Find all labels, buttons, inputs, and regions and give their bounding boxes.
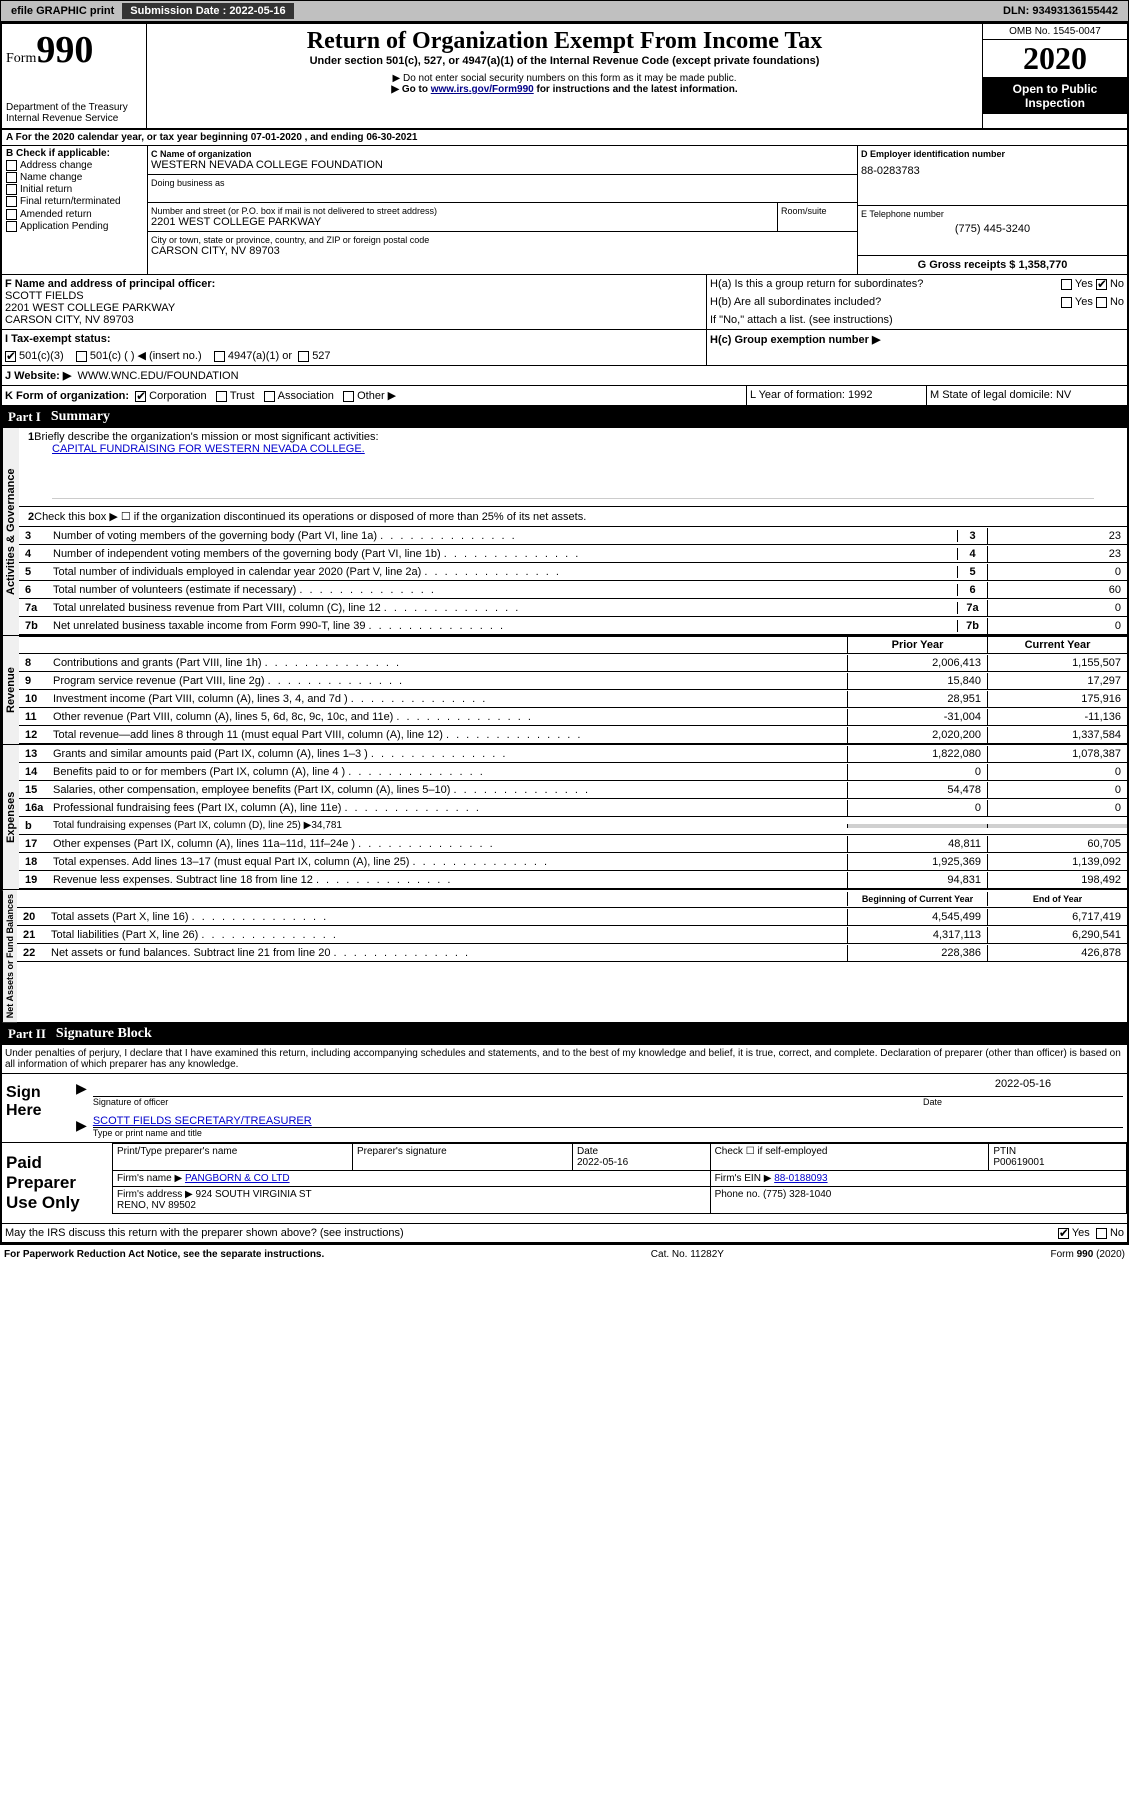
officer-h-block: F Name and address of principal officer:… bbox=[2, 275, 1127, 330]
line-18: 18 Total expenses. Add lines 13–17 (must… bbox=[19, 853, 1127, 871]
ptin-value: P00619001 bbox=[993, 1157, 1044, 1168]
line-12: 12 Total revenue—add lines 8 through 11 … bbox=[19, 726, 1127, 744]
dept-label: Department of the Treasury Internal Reve… bbox=[6, 102, 142, 124]
org-info: C Name of organization WESTERN NEVADA CO… bbox=[147, 146, 857, 274]
line-15: 15 Salaries, other compensation, employe… bbox=[19, 781, 1127, 799]
header-right: OMB No. 1545-0047 2020 Open to Public In… bbox=[982, 24, 1127, 128]
arrow-icon: ▶ bbox=[76, 1078, 87, 1107]
form-note1: ▶ Do not enter social security numbers o… bbox=[151, 73, 978, 84]
check-final[interactable]: Final return/terminated bbox=[6, 196, 143, 207]
line-14: 14 Benefits paid to or for members (Part… bbox=[19, 763, 1127, 781]
ein-value: 88-0283783 bbox=[861, 165, 1124, 177]
h-questions: H(a) Is this a group return for subordin… bbox=[707, 275, 1127, 329]
phone-value: (775) 445-3240 bbox=[861, 223, 1124, 235]
header-center: Return of Organization Exempt From Incom… bbox=[147, 24, 982, 128]
efile-label[interactable]: efile GRAPHIC print bbox=[3, 3, 122, 19]
officer-info: SCOTT FIELDS 2201 WEST COLLEGE PARKWAY C… bbox=[5, 290, 703, 326]
expenses-section: Expenses 13 Grants and similar amounts p… bbox=[2, 745, 1127, 890]
top-bar: efile GRAPHIC print Submission Date : 20… bbox=[0, 0, 1129, 22]
part-1-header: Part I Summary bbox=[2, 406, 1127, 428]
form-note2: ▶ Go to www.irs.gov/Form990 for instruct… bbox=[151, 84, 978, 95]
form-990-container: Form990 Department of the Treasury Inter… bbox=[0, 22, 1129, 1245]
line-21: 21 Total liabilities (Part X, line 26) 4… bbox=[17, 926, 1127, 944]
line-13: 13 Grants and similar amounts paid (Part… bbox=[19, 745, 1127, 763]
line-9: 9 Program service revenue (Part VIII, li… bbox=[19, 672, 1127, 690]
firm-ein[interactable]: 88-0188093 bbox=[774, 1173, 827, 1184]
line-5: 5 Total number of individuals employed i… bbox=[19, 563, 1127, 581]
page-footer: For Paperwork Reduction Act Notice, see … bbox=[0, 1245, 1129, 1264]
check-application[interactable]: Application Pending bbox=[6, 221, 143, 232]
line-11: 11 Other revenue (Part VIII, column (A),… bbox=[19, 708, 1127, 726]
line-22: 22 Net assets or fund balances. Subtract… bbox=[17, 944, 1127, 962]
org-city: CARSON CITY, NV 89703 bbox=[151, 245, 854, 257]
line-7b: 7b Net unrelated business taxable income… bbox=[19, 617, 1127, 635]
line-20: 20 Total assets (Part X, line 16) 4,545,… bbox=[17, 908, 1127, 926]
form-header: Form990 Department of the Treasury Inter… bbox=[2, 24, 1127, 130]
open-inspection: Open to Public Inspection bbox=[983, 78, 1127, 114]
netassets-section: Net Assets or Fund Balances Beginning of… bbox=[2, 890, 1127, 1023]
officer-name-sig[interactable]: SCOTT FIELDS SECRETARY/TREASURER bbox=[93, 1115, 1123, 1128]
line-19: 19 Revenue less expenses. Subtract line … bbox=[19, 871, 1127, 889]
vlabel-expenses: Expenses bbox=[2, 745, 19, 889]
line-6: 6 Total number of volunteers (estimate i… bbox=[19, 581, 1127, 599]
governance-section: Activities & Governance 1Briefly describ… bbox=[2, 428, 1127, 636]
line-3: 3 Number of voting members of the govern… bbox=[19, 527, 1127, 545]
gross-receipts: G Gross receipts $ 1,358,770 bbox=[858, 256, 1127, 274]
perjury-declaration: Under penalties of perjury, I declare th… bbox=[2, 1045, 1127, 1074]
irs-link[interactable]: www.irs.gov/Form990 bbox=[431, 84, 534, 95]
form-title: Return of Organization Exempt From Incom… bbox=[151, 28, 978, 55]
part-2-header: Part II Signature Block bbox=[2, 1023, 1127, 1045]
check-amended[interactable]: Amended return bbox=[6, 209, 143, 220]
identification-block: B Check if applicable: Address change Na… bbox=[2, 146, 1127, 275]
line-17: 17 Other expenses (Part IX, column (A), … bbox=[19, 835, 1127, 853]
tax-year: 2020 bbox=[983, 40, 1127, 78]
discuss-row: May the IRS discuss this return with the… bbox=[2, 1224, 1127, 1243]
vlabel-revenue: Revenue bbox=[2, 636, 19, 744]
vlabel-netassets: Net Assets or Fund Balances bbox=[2, 890, 17, 1022]
firm-name[interactable]: PANGBORN & CO LTD bbox=[185, 1173, 290, 1184]
mission-text[interactable]: CAPITAL FUNDRAISING FOR WESTERN NEVADA C… bbox=[22, 443, 1124, 455]
line-10: 10 Investment income (Part VIII, column … bbox=[19, 690, 1127, 708]
form-subtitle: Under section 501(c), 527, or 4947(a)(1)… bbox=[151, 55, 978, 67]
check-name[interactable]: Name change bbox=[6, 172, 143, 183]
line-7a: 7a Total unrelated business revenue from… bbox=[19, 599, 1127, 617]
header-left: Form990 Department of the Treasury Inter… bbox=[2, 24, 147, 128]
line-8: 8 Contributions and grants (Part VIII, l… bbox=[19, 654, 1127, 672]
website-value: WWW.WNC.EDU/FOUNDATION bbox=[77, 370, 238, 382]
check-initial[interactable]: Initial return bbox=[6, 184, 143, 195]
ein-block: D Employer identification number 88-0283… bbox=[857, 146, 1127, 274]
submission-date-btn[interactable]: Submission Date : 2022-05-16 bbox=[122, 3, 293, 19]
row-a-tax-year: A For the 2020 calendar year, or tax yea… bbox=[2, 130, 1127, 146]
website-row: J Website: ▶ WWW.WNC.EDU/FOUNDATION bbox=[2, 366, 1127, 386]
org-address: 2201 WEST COLLEGE PARKWAY bbox=[151, 216, 774, 228]
check-applicable: B Check if applicable: Address change Na… bbox=[2, 146, 147, 274]
arrow-icon: ▶ bbox=[76, 1115, 87, 1138]
paid-preparer-section: Paid Preparer Use Only Print/Type prepar… bbox=[2, 1143, 1127, 1224]
line-16a: 16a Professional fundraising fees (Part … bbox=[19, 799, 1127, 817]
vlabel-governance: Activities & Governance bbox=[2, 428, 19, 635]
form-org-row: K Form of organization: Corporation Trus… bbox=[2, 386, 1127, 406]
revenue-section: Revenue Prior Year Current Year 8 Contri… bbox=[2, 636, 1127, 745]
preparer-table: Print/Type preparer's name Preparer's si… bbox=[112, 1143, 1127, 1214]
org-name: WESTERN NEVADA COLLEGE FOUNDATION bbox=[151, 159, 854, 171]
line-4: 4 Number of independent voting members o… bbox=[19, 545, 1127, 563]
check-address[interactable]: Address change bbox=[6, 160, 143, 171]
dln-label: DLN: 93493136155442 bbox=[995, 3, 1126, 19]
tax-status-row: I Tax-exempt status: 501(c)(3) 501(c) ( … bbox=[2, 330, 1127, 366]
omb-num: OMB No. 1545-0047 bbox=[983, 24, 1127, 40]
sign-here-section: Sign Here ▶ 2022-05-16 Signature of offi… bbox=[2, 1074, 1127, 1143]
